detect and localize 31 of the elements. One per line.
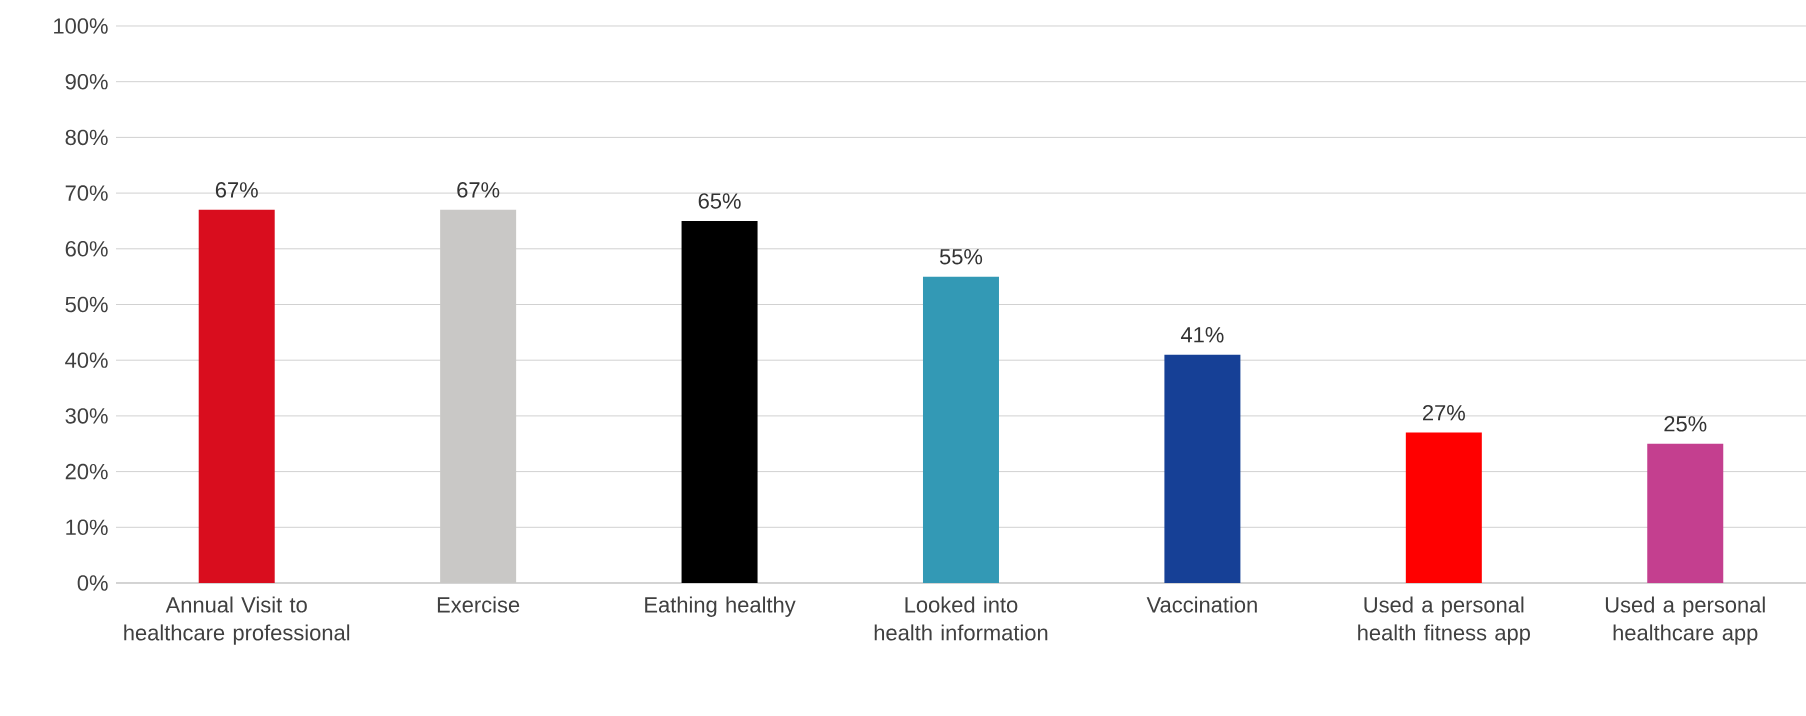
data-label: 55%	[939, 249, 983, 265]
bar	[681, 220, 758, 583]
bar	[1405, 432, 1482, 583]
y-tick-label: 90%	[65, 73, 108, 90]
data-label: 65%	[698, 193, 741, 209]
y-tick-label: 0%	[77, 575, 108, 591]
x-tick-label: Used a personal healthcare app	[1605, 596, 1765, 645]
x-tick-label: Used a personal health fitness app	[1358, 596, 1530, 645]
y-tick-label: 70%	[65, 185, 108, 201]
x-tick-label: Eathing healthy	[645, 596, 796, 617]
y-tick-label: 30%	[65, 408, 108, 424]
bar	[1647, 443, 1724, 583]
x-tick-label: Annual Visit to healthcare professional	[124, 596, 350, 645]
x-tick-label: Exercise	[437, 596, 520, 613]
bar	[198, 209, 275, 583]
y-tick-label: 100%	[54, 18, 108, 34]
y-tick-label: 60%	[65, 241, 108, 257]
x-tick-label: Looked into health information	[874, 596, 1048, 641]
x-tick-label: Vaccination	[1146, 596, 1257, 613]
data-label: 67%	[215, 182, 258, 198]
data-label: 25%	[1664, 416, 1707, 432]
y-tick-label: 80%	[65, 129, 108, 146]
data-label: 27%	[1423, 404, 1465, 421]
y-tick-label: 40%	[65, 352, 108, 368]
y-tick-label: 20%	[65, 463, 108, 480]
bar	[922, 276, 999, 583]
y-tick-label: 10%	[66, 519, 108, 536]
y-tick-label: 50%	[65, 296, 108, 313]
data-label: 67%	[457, 182, 500, 198]
bar	[1164, 354, 1241, 583]
data-label: 41%	[1180, 327, 1224, 343]
